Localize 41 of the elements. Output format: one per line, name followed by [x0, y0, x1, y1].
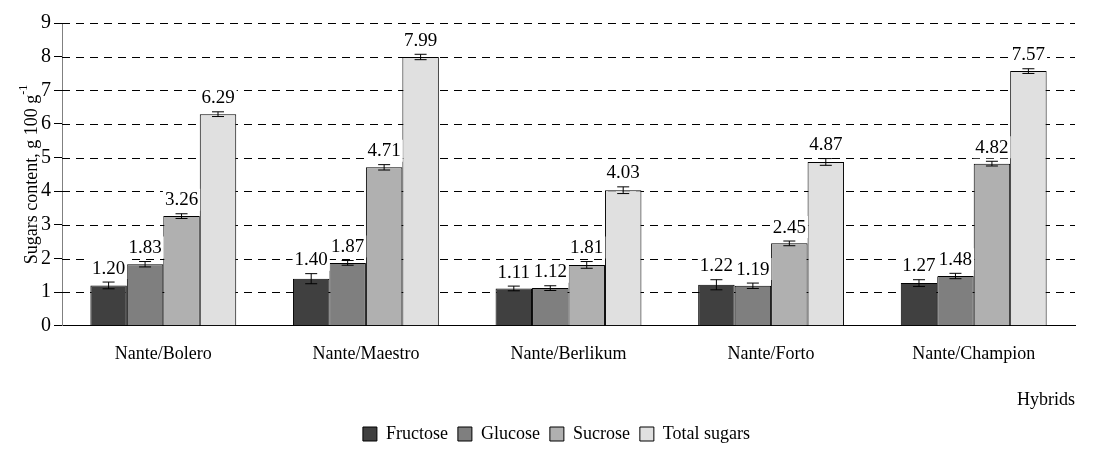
- legend-label: Total sugars: [662, 422, 751, 443]
- data-label: 1.22: [699, 254, 734, 276]
- y-tick-label: 9: [41, 10, 51, 33]
- legend-label: Glucose: [480, 422, 540, 443]
- y-tick-label: 7: [41, 77, 51, 100]
- data-label: 4.71: [367, 139, 401, 161]
- legend-label: Sucrose: [572, 422, 630, 443]
- data-label: 1.11: [497, 260, 531, 282]
- data-label: 2.45: [772, 215, 806, 237]
- data-label: 7.99: [403, 28, 438, 50]
- y-tick-label: 0: [41, 313, 51, 336]
- data-label: 1.40: [294, 248, 328, 270]
- data-label: 1.19: [736, 257, 770, 279]
- data-label: 1.87: [331, 235, 365, 257]
- data-label: 1.20: [91, 256, 126, 278]
- data-label: 1.12: [533, 260, 567, 282]
- y-tick-label: 6: [41, 111, 51, 134]
- x-tick-label: Nante/Champion: [912, 343, 1036, 364]
- y-tick-label: 3: [41, 212, 51, 235]
- data-label: 6.29: [201, 86, 235, 108]
- y-tick-label: 1: [41, 279, 51, 302]
- x-tick-label: Nante/Forto: [727, 343, 815, 364]
- x-tick-label: Nante/Bolero: [114, 343, 212, 364]
- y-tick-label: 2: [41, 245, 51, 268]
- data-label: 3.26: [164, 188, 199, 210]
- data-label: 4.82: [975, 135, 1009, 157]
- data-label: 1.81: [570, 236, 604, 258]
- x-tick-label: Nante/Maestro: [312, 343, 420, 364]
- data-label: 1.27: [902, 254, 936, 276]
- data-label: 1.83: [128, 236, 162, 258]
- legend-label: Fructose: [385, 422, 448, 443]
- y-tick-label: 8: [41, 43, 51, 66]
- x-tick-label: Nante/Berlikum: [510, 343, 627, 364]
- x-axis-title: Hybrids: [1017, 388, 1075, 409]
- data-label: 4.03: [606, 161, 640, 183]
- y-tick-label: 5: [41, 144, 51, 167]
- data-label: 7.57: [1011, 43, 1046, 65]
- data-label: 4.87: [809, 133, 843, 155]
- y-axis-title: Sugars content, g 100 g-1: [16, 84, 41, 265]
- data-label: 1.48: [938, 247, 973, 269]
- y-tick-label: 4: [41, 178, 51, 201]
